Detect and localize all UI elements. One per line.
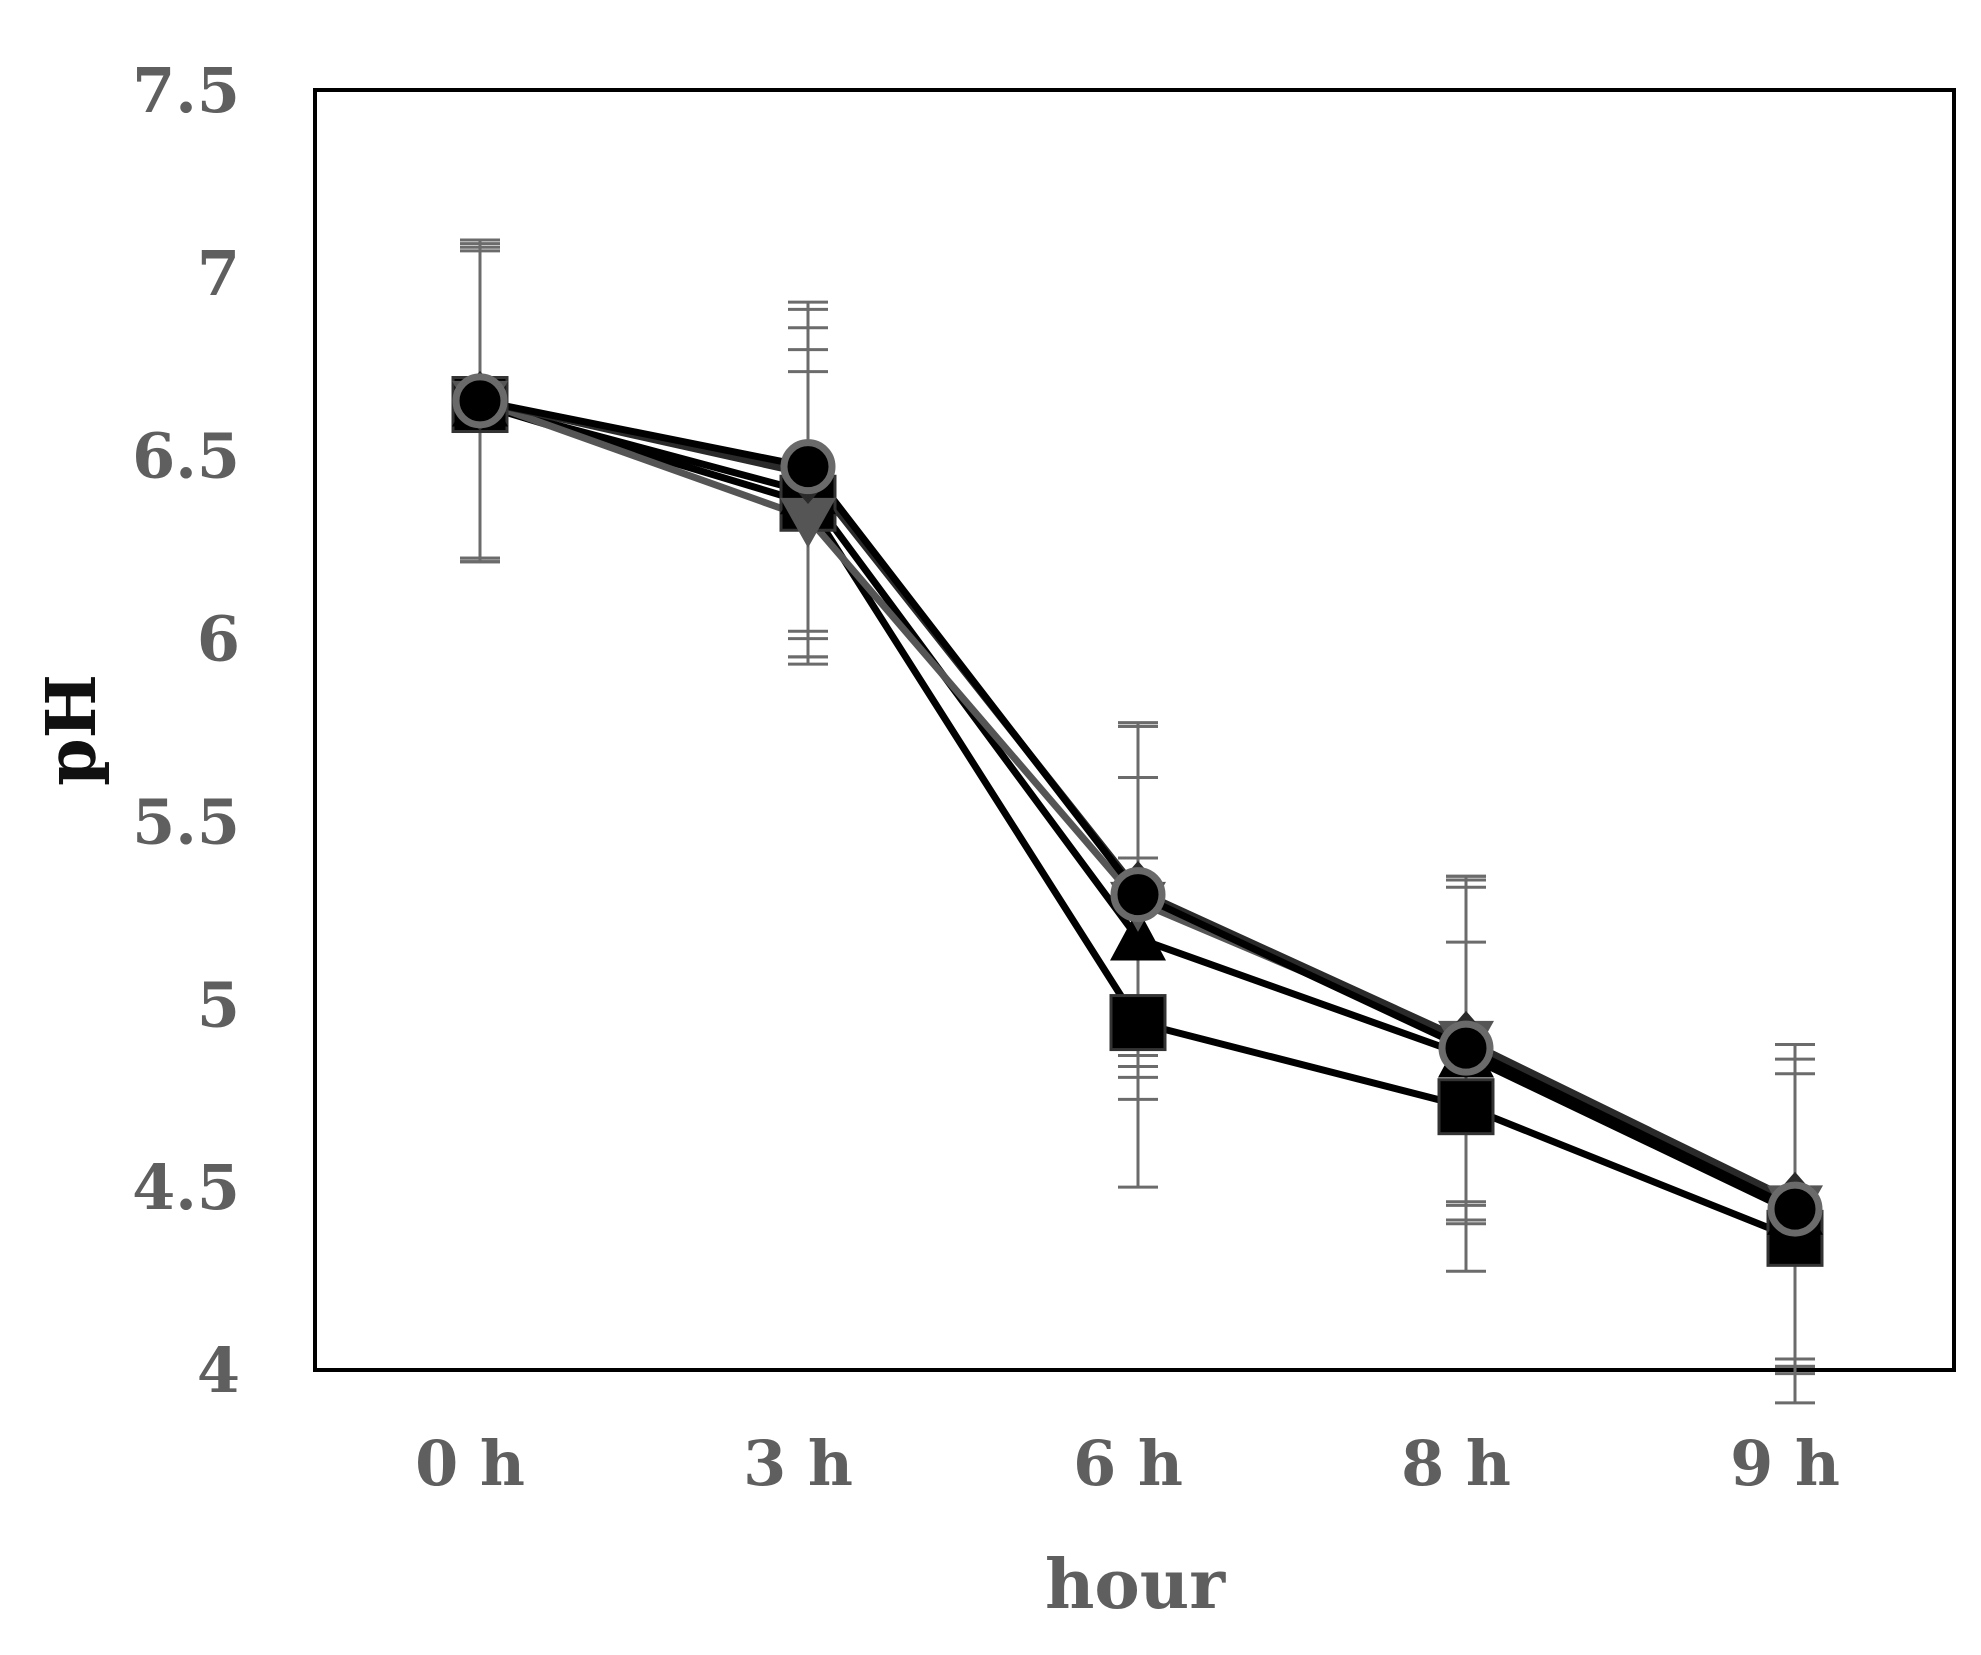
marker-circle [780,439,836,495]
x-tick-label: 3 h [743,1427,853,1500]
marker-square [1437,1078,1495,1136]
marker-inverted-triangle [780,497,836,548]
x-tick-label: 9 h [1730,1427,1840,1500]
y-tick-label: 7 [197,237,240,310]
y-tick-label: 5.5 [132,785,240,858]
marker-circle [1110,867,1166,923]
y-tick-label: 4.5 [132,1151,240,1224]
marker-triangle [1110,908,1166,961]
y-tick-label: 7.5 [132,54,240,127]
plot-frame [313,88,1956,1372]
marker-circle [1767,1181,1823,1237]
y-axis-ticks: 4 4.5 5 5.5 6 6.5 7 7.5 [132,54,240,1407]
y-tick-label: 4 [197,1334,240,1407]
y-tick-label: 6.5 [132,420,240,493]
y-tick-label: 5 [197,968,240,1041]
x-axis-ticks: 0 h 3 h 6 h 8 h 9 h [415,1427,1840,1500]
y-tick-label: 6 [197,603,240,676]
series-markers [451,370,1824,1267]
marker-circle [1438,1020,1494,1076]
x-tick-label: 6 h [1073,1427,1183,1500]
marker-circle [452,373,508,429]
x-tick-label: 8 h [1401,1427,1511,1500]
x-axis-title: hour [1045,1545,1226,1625]
y-axis-title: pH [32,674,112,786]
marker-square [1109,994,1167,1052]
x-tick-label: 0 h [415,1427,525,1500]
